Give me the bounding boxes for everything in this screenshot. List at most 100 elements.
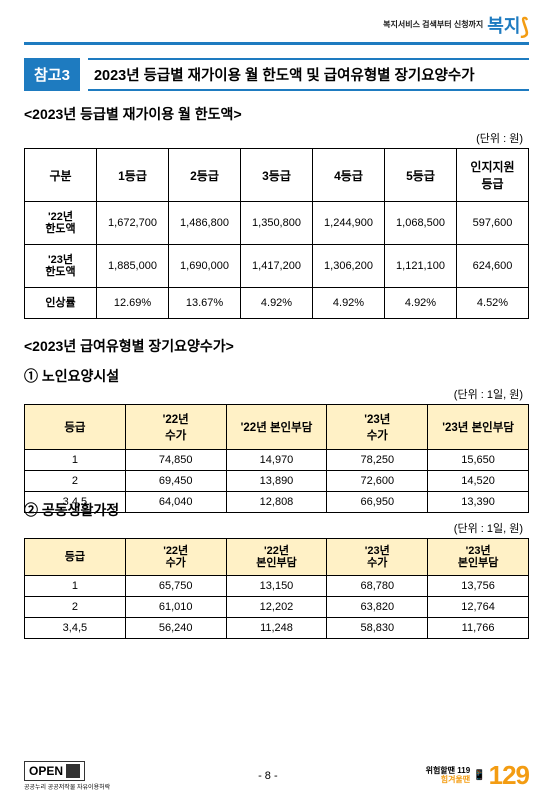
cell: 15,650 xyxy=(428,450,529,471)
facility-table: 등급 '22년 수가 '22년 본인부담 '23년 수가 '23년 본인부담 1… xyxy=(24,404,529,513)
cell: 1,350,800 xyxy=(241,202,313,245)
reference-badge: 참고3 xyxy=(24,58,80,91)
col-header: 2등급 xyxy=(169,149,241,202)
cell: 12,764 xyxy=(428,597,529,618)
col-header: 인지지원 등급 xyxy=(457,149,529,202)
table-row: 2 69,450 13,890 72,600 14,520 xyxy=(25,471,529,492)
hotline-bot: 힘겨울땐 xyxy=(441,775,470,784)
section2-subtitle: <2023년 급여유형별 장기요양수가> xyxy=(24,336,234,356)
cell: 74,850 xyxy=(125,450,226,471)
cell: 13,756 xyxy=(428,576,529,597)
cell: 1,244,900 xyxy=(313,202,385,245)
footer: OPEN 공공누리 공공저작물 자유이용허락 - 8 - 위험할땐 119 힘겨… xyxy=(24,760,529,791)
hotline-label: 위험할땐 119 힘겨울땐 xyxy=(426,767,471,785)
cell: 69,450 xyxy=(125,471,226,492)
table-row: '23년 한도액 1,885,000 1,690,000 1,417,200 1… xyxy=(25,245,529,288)
cell: 11,248 xyxy=(226,618,327,639)
limit-table: 구분 1등급 2등급 3등급 4등급 5등급 인지지원 등급 '22년 한도액 … xyxy=(24,148,529,319)
col-header: 3등급 xyxy=(241,149,313,202)
cell: 63,820 xyxy=(327,597,428,618)
cell: 4.92% xyxy=(385,288,457,319)
cell: 1,417,200 xyxy=(241,245,313,288)
row-label: '23년 한도액 xyxy=(25,245,97,288)
table-row: '22년 한도액 1,672,700 1,486,800 1,350,800 1… xyxy=(25,202,529,245)
cell: 78,250 xyxy=(327,450,428,471)
table-row: 1 74,850 14,970 78,250 15,650 xyxy=(25,450,529,471)
cell: 72,600 xyxy=(327,471,428,492)
header-branding: 복지서비스 검색부터 신청까지 복지⟆ xyxy=(383,12,529,38)
cell: 1,121,100 xyxy=(385,245,457,288)
cell: 13.67% xyxy=(169,288,241,319)
hotline-badge: 위험할땐 119 힘겨울땐 📱 129 xyxy=(426,760,529,791)
col-header: '23년 본인부담 xyxy=(428,539,529,576)
table-header-row: 구분 1등급 2등급 3등급 4등급 5등급 인지지원 등급 xyxy=(25,149,529,202)
col-header: '22년 수가 xyxy=(125,539,226,576)
table-header-row: 등급 '22년 수가 '22년 본인부담 '23년 수가 '23년 본인부담 xyxy=(25,405,529,450)
cell: 14,970 xyxy=(226,450,327,471)
cell: 3,4,5 xyxy=(25,618,126,639)
cell: 1,068,500 xyxy=(385,202,457,245)
grouphome-table: 등급 '22년 수가 '22년 본인부담 '23년 수가 '23년 본인부담 1… xyxy=(24,538,529,639)
col-header: 구분 xyxy=(25,149,97,202)
cell: 2 xyxy=(25,471,126,492)
open-subtext: 공공누리 공공저작물 자유이용허락 xyxy=(24,782,110,791)
cell: 597,600 xyxy=(457,202,529,245)
cell: 12.69% xyxy=(97,288,169,319)
cell: 65,750 xyxy=(125,576,226,597)
page-number: - 8 - xyxy=(258,770,278,782)
table-row: 1 65,750 13,150 68,780 13,756 xyxy=(25,576,529,597)
cell: 1,690,000 xyxy=(169,245,241,288)
table-row: 3,4,5 56,240 11,248 58,830 11,766 xyxy=(25,618,529,639)
cell: 1 xyxy=(25,450,126,471)
cell: 1,486,800 xyxy=(169,202,241,245)
cell: 66,950 xyxy=(327,492,428,513)
cell: 11,766 xyxy=(428,618,529,639)
cell: 56,240 xyxy=(125,618,226,639)
cell: 68,780 xyxy=(327,576,428,597)
logo-swoosh-icon: ⟆ xyxy=(520,14,529,39)
col-header: '23년 수가 xyxy=(327,539,428,576)
cell: 1,885,000 xyxy=(97,245,169,288)
cell: 4.92% xyxy=(313,288,385,319)
col-header: '22년 수가 xyxy=(125,405,226,450)
bokji-logo: 복지⟆ xyxy=(487,12,529,38)
cell: 1,306,200 xyxy=(313,245,385,288)
logo-main: 복지 xyxy=(487,16,520,36)
table2-heading: ① 노인요양시설 xyxy=(24,366,119,386)
hotline-top: 위험할땐 119 xyxy=(426,766,471,775)
col-header: 5등급 xyxy=(385,149,457,202)
row-label: '22년 한도액 xyxy=(25,202,97,245)
col-header: 4등급 xyxy=(313,149,385,202)
cell: 4.92% xyxy=(241,288,313,319)
table-row: 2 61,010 12,202 63,820 12,764 xyxy=(25,597,529,618)
col-header: '22년 본인부담 xyxy=(226,539,327,576)
cell: 1,672,700 xyxy=(97,202,169,245)
table-header-row: 등급 '22년 수가 '22년 본인부담 '23년 수가 '23년 본인부담 xyxy=(25,539,529,576)
title-row: 참고3 2023년 등급별 재가이용 월 한도액 및 급여유형별 장기요양수가 xyxy=(24,58,529,91)
header-tagline: 복지서비스 검색부터 신청까지 xyxy=(383,21,483,30)
cell: 64,040 xyxy=(125,492,226,513)
col-header: 등급 xyxy=(25,405,126,450)
col-header: '22년 본인부담 xyxy=(226,405,327,450)
col-header: 1등급 xyxy=(97,149,169,202)
cell: 12,808 xyxy=(226,492,327,513)
cell: 1 xyxy=(25,576,126,597)
page-title: 2023년 등급별 재가이용 월 한도액 및 급여유형별 장기요양수가 xyxy=(88,58,529,91)
cell: 14,520 xyxy=(428,471,529,492)
open-license-badge: OPEN 공공누리 공공저작물 자유이용허락 xyxy=(24,761,110,791)
cell: 13,890 xyxy=(226,471,327,492)
table2-unit: (단위 : 1일, 원) xyxy=(454,386,523,402)
cell: 58,830 xyxy=(327,618,428,639)
cell: 13,150 xyxy=(226,576,327,597)
col-header: 등급 xyxy=(25,539,126,576)
hotline-number: 129 xyxy=(489,760,529,791)
open-text: OPEN xyxy=(29,764,63,778)
cell: 13,390 xyxy=(428,492,529,513)
phone-icon: 📱 xyxy=(473,770,485,781)
cell: 4.52% xyxy=(457,288,529,319)
cell: 61,010 xyxy=(125,597,226,618)
cell: 2 xyxy=(25,597,126,618)
table3-unit: (단위 : 1일, 원) xyxy=(454,520,523,536)
table3-heading: ② 공동생활가정 xyxy=(24,500,119,520)
cell: 12,202 xyxy=(226,597,327,618)
